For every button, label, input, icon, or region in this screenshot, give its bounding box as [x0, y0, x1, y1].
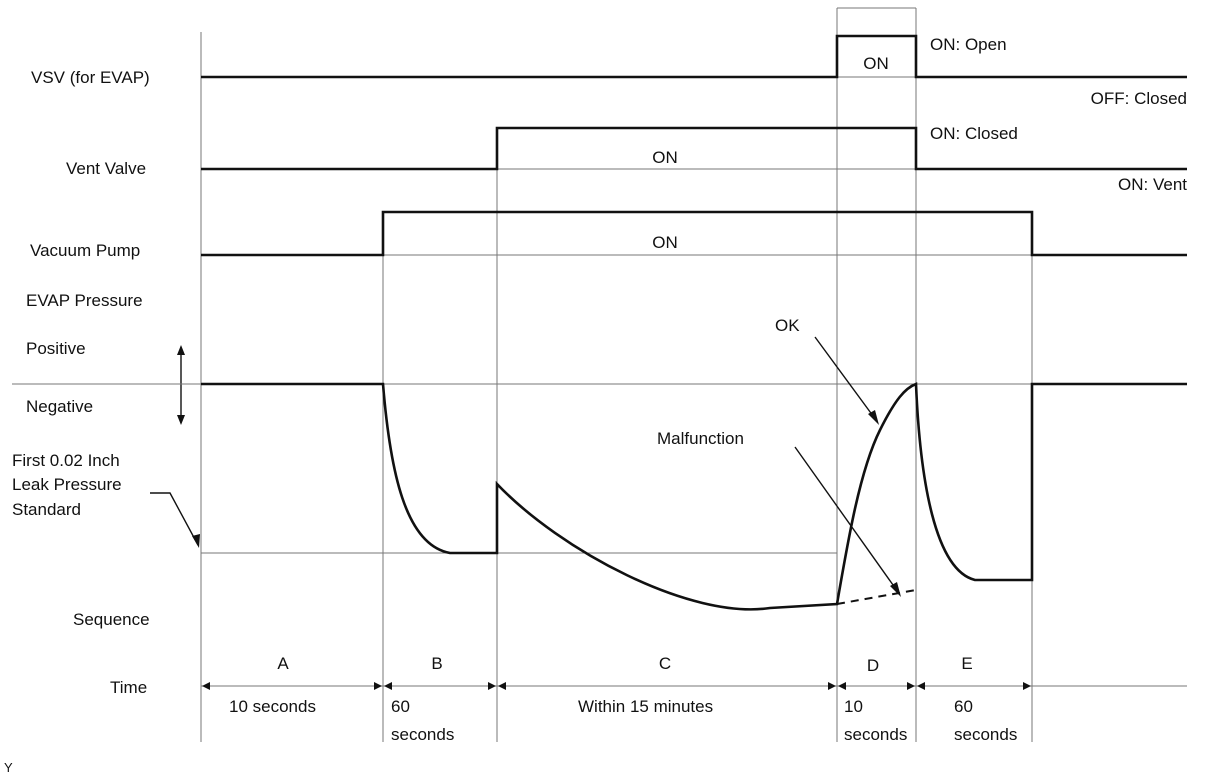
standard-label-line1: First 0.02 Inch — [12, 451, 120, 470]
standard-label-line3: Standard — [12, 500, 81, 519]
phase-b-letter: B — [431, 654, 442, 673]
pressure-direction-arrow — [177, 345, 185, 425]
pressure-trace — [201, 382, 1187, 611]
phase-e-duration-line1: 60 — [954, 697, 973, 716]
time-label: Time — [110, 678, 147, 697]
vent-valve-label: Vent Valve — [66, 159, 146, 178]
phase-a-duration: 10 seconds — [229, 697, 316, 716]
vent-state-on: ON: Closed — [930, 124, 1018, 143]
phase-e-letter: E — [961, 654, 972, 673]
phase-c-duration: Within 15 minutes — [578, 697, 713, 716]
malfunction-pointer-arrow — [794, 446, 901, 597]
standard-label-line2: Leak Pressure — [12, 475, 122, 494]
phase-b-duration-line1: 60 — [391, 697, 410, 716]
positive-label: Positive — [26, 339, 86, 358]
phase-d-duration-line1: 10 — [844, 697, 863, 716]
vacuum-pump-label: Vacuum Pump — [30, 241, 140, 260]
evap-pressure-label: EVAP Pressure — [26, 291, 143, 310]
negative-label: Negative — [26, 397, 93, 416]
malfunction-label: Malfunction — [657, 429, 744, 448]
malfunction-trace — [836, 589, 917, 605]
vacuum-pump-signal — [201, 210, 1187, 257]
vacuum-pump-on-text: ON — [652, 233, 678, 252]
vent-valve-on-text: ON — [652, 148, 678, 167]
duration-arrows — [202, 682, 1031, 690]
phase-d-letter: D — [867, 656, 879, 675]
phase-e-duration-line2: seconds — [954, 725, 1017, 744]
phase-a-letter: A — [277, 654, 289, 673]
phase-b-duration-line2: seconds — [391, 725, 454, 744]
vsv-state-off: OFF: Closed — [1091, 89, 1187, 108]
sequence-label: Sequence — [73, 610, 150, 629]
ok-pointer-arrow — [814, 336, 879, 425]
footer-mark: Y — [4, 760, 13, 775]
phase-d-duration-line2: seconds — [844, 725, 907, 744]
vsv-signal — [201, 34, 1187, 79]
vsv-state-on: ON: Open — [930, 35, 1007, 54]
vsv-label: VSV (for EVAP) — [31, 68, 150, 87]
standard-pointer-arrow — [150, 492, 200, 548]
phase-c-letter: C — [659, 654, 671, 673]
vent-state-off: ON: Vent — [1118, 175, 1187, 194]
ok-label: OK — [775, 316, 800, 335]
vent-valve-signal — [201, 126, 1187, 171]
vsv-on-text: ON — [863, 54, 889, 73]
